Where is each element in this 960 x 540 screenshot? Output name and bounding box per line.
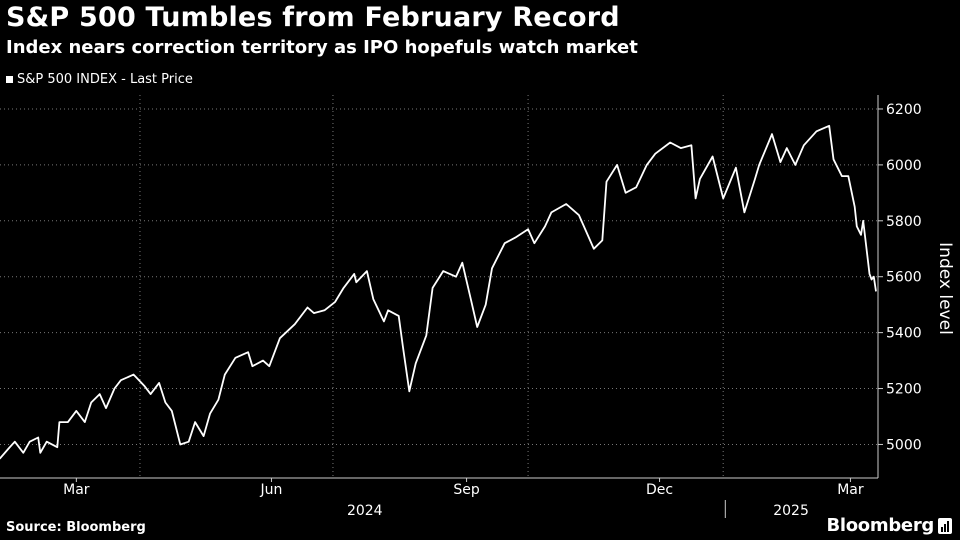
y-tick-label: 5400 (886, 326, 922, 342)
x-tick-label: Sep (453, 482, 480, 498)
y-axis-label: Index level (935, 242, 955, 335)
y-tick-label: 6000 (886, 158, 922, 174)
y-tick-label: 5800 (886, 214, 922, 230)
brand-logo: Bloomberg (826, 515, 952, 536)
series-line (0, 124, 877, 460)
page-title: S&P 500 Tumbles from February Record (6, 2, 620, 33)
page-subtitle: Index nears correction territory as IPO … (6, 37, 638, 58)
y-tick-label: 6200 (886, 102, 922, 118)
year-label: 2024 (347, 503, 383, 519)
x-tick-label: Mar (837, 482, 864, 498)
legend-label: S&P 500 INDEX - Last Price (17, 72, 193, 87)
legend-swatch (6, 76, 13, 83)
chart-legend: S&P 500 INDEX - Last Price (6, 72, 193, 87)
year-label: 2025 (773, 503, 809, 519)
brand-name: Bloomberg (826, 515, 934, 536)
source-note: Source: Bloomberg (6, 520, 146, 535)
x-tick-label: Mar (63, 482, 90, 498)
x-tick-label: Jun (260, 482, 283, 498)
y-tick-label: 5200 (886, 382, 922, 398)
x-tick-label: Dec (646, 482, 673, 498)
y-tick-label: 5600 (886, 270, 922, 286)
y-tick-label: 5000 (886, 437, 922, 453)
bloomberg-mark-icon (938, 517, 952, 534)
